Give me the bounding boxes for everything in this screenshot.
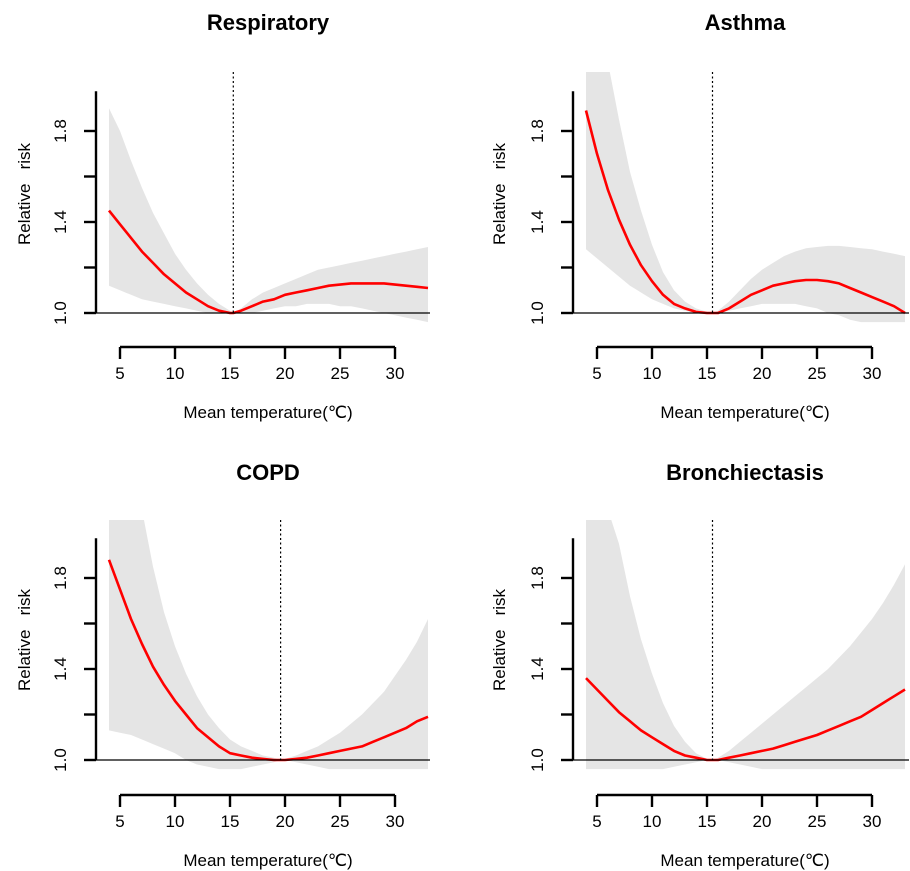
plot-area (107, 108, 429, 323)
x-tick-label: 30 (386, 364, 405, 383)
chart-panel: 1.0 1.4 1.8 5 10 15 20 25 30 Asthma Mean temperatu… (490, 10, 909, 422)
plot-area (107, 520, 429, 770)
chart-title: COPD (236, 460, 300, 485)
y-axis-label: Relative risk (15, 588, 34, 691)
y-tick-label: 1.8 (51, 566, 70, 590)
chart-panel: 1.0 1.4 1.8 5 10 15 20 25 30 COPD Mean temperature… (15, 460, 430, 870)
plot-area (585, 520, 906, 770)
x-tick-label: 20 (753, 812, 772, 831)
x-axis-label: Mean temperature(℃) (183, 851, 352, 870)
x-tick-label: 25 (331, 364, 350, 383)
x-tick-label: 25 (808, 812, 827, 831)
confidence-band (109, 520, 428, 770)
series-line (107, 209, 429, 315)
y-tick-label: 1.8 (528, 566, 547, 590)
y-tick-label: 1.8 (528, 119, 547, 143)
plot-area (584, 72, 906, 323)
y-tick-label: 1.4 (51, 210, 70, 234)
confidence-band (586, 72, 905, 323)
x-tick-label: 20 (753, 364, 772, 383)
y-tick-label: 1.0 (528, 301, 547, 325)
x-tick-label: 5 (592, 812, 601, 831)
y-tick-label: 1.0 (51, 748, 70, 772)
x-tick-label: 5 (592, 364, 601, 383)
y-tick-label: 1.4 (51, 657, 70, 681)
y-tick-label: 1.4 (528, 210, 547, 234)
y-tick-label: 1.4 (528, 657, 547, 681)
x-tick-label: 15 (221, 812, 240, 831)
x-tick-label: 20 (276, 812, 295, 831)
chart-title: Bronchiectasis (666, 460, 824, 485)
chart-panel: 1.0 1.4 1.8 5 10 15 20 25 30 Respiratory Mean temp… (15, 10, 430, 422)
series-line (584, 110, 906, 315)
chart-title: Asthma (705, 10, 786, 35)
confidence-band (109, 108, 428, 323)
chart-panel: 1.0 1.4 1.8 5 10 15 20 25 30 Bronchiectasis Mean t… (490, 460, 909, 870)
y-tick-label: 1.0 (51, 301, 70, 325)
x-tick-label: 10 (643, 812, 662, 831)
x-axis-label: Mean temperature(℃) (660, 403, 829, 422)
x-tick-label: 5 (115, 364, 124, 383)
x-tick-label: 30 (386, 812, 405, 831)
y-axis-label: Relative risk (15, 142, 34, 245)
x-tick-label: 10 (643, 364, 662, 383)
x-tick-label: 5 (115, 812, 124, 831)
x-axis-label: Mean temperature(℃) (660, 851, 829, 870)
series-line (585, 677, 906, 762)
x-tick-label: 20 (276, 364, 295, 383)
x-tick-label: 25 (808, 364, 827, 383)
x-tick-label: 15 (698, 812, 717, 831)
x-tick-label: 25 (331, 812, 350, 831)
x-tick-label: 15 (221, 364, 240, 383)
x-tick-label: 30 (863, 364, 882, 383)
x-tick-label: 10 (166, 364, 185, 383)
confidence-band (586, 520, 905, 770)
y-axis-label: Relative risk (490, 142, 509, 245)
y-tick-label: 1.0 (528, 748, 547, 772)
x-tick-label: 30 (863, 812, 882, 831)
y-axis-label: Relative risk (490, 588, 509, 691)
x-tick-label: 15 (698, 364, 717, 383)
x-axis-label: Mean temperature(℃) (183, 403, 352, 422)
x-tick-label: 10 (166, 812, 185, 831)
y-tick-label: 1.8 (51, 119, 70, 143)
chart-title: Respiratory (207, 10, 330, 35)
